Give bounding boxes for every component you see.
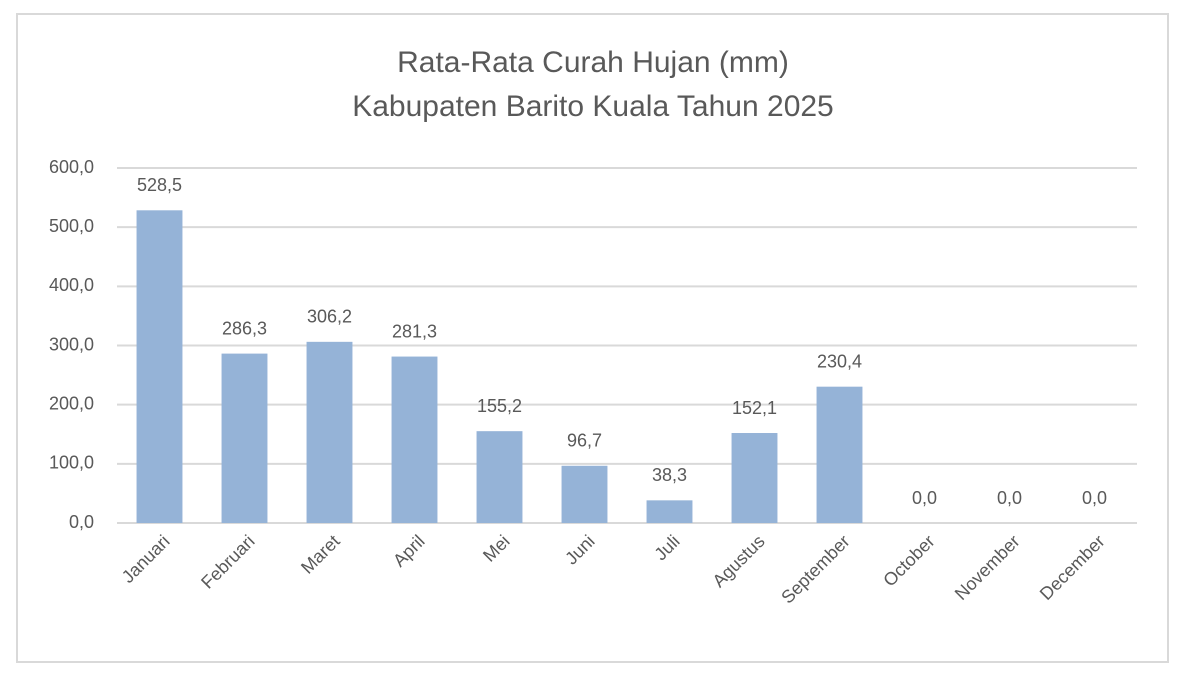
chart-title: Kabupaten Barito Kuala Tahun 2025 bbox=[352, 90, 834, 123]
bar bbox=[221, 353, 268, 523]
value-label: 230,4 bbox=[817, 351, 862, 371]
y-tick-label: 400,0 bbox=[49, 275, 94, 295]
y-tick-label: 100,0 bbox=[49, 453, 94, 473]
bar bbox=[476, 431, 523, 523]
bar bbox=[731, 433, 778, 523]
value-label: 155,2 bbox=[477, 396, 522, 416]
value-label: 152,1 bbox=[732, 398, 777, 418]
y-tick-label: 200,0 bbox=[49, 393, 94, 413]
y-tick-label: 0,0 bbox=[69, 512, 94, 532]
y-tick-label: 300,0 bbox=[49, 334, 94, 354]
y-tick-label: 600,0 bbox=[49, 157, 94, 177]
bar bbox=[306, 341, 353, 523]
value-label: 96,7 bbox=[567, 431, 602, 451]
value-label: 306,2 bbox=[307, 307, 352, 327]
y-tick-label: 500,0 bbox=[49, 216, 94, 236]
value-label: 0,0 bbox=[997, 488, 1022, 508]
value-label: 0,0 bbox=[912, 488, 937, 508]
chart-title: Rata-Rata Curah Hujan (mm) bbox=[397, 46, 789, 79]
bar bbox=[391, 356, 438, 523]
value-label: 281,3 bbox=[392, 321, 437, 341]
bar bbox=[561, 465, 608, 523]
value-label: 528,5 bbox=[137, 175, 182, 195]
value-label: 38,3 bbox=[652, 465, 687, 485]
value-label: 286,3 bbox=[222, 318, 267, 338]
chart-frame bbox=[16, 13, 1169, 663]
bar bbox=[646, 500, 693, 523]
bar bbox=[136, 210, 183, 523]
value-label: 0,0 bbox=[1082, 488, 1107, 508]
bar bbox=[816, 386, 863, 523]
